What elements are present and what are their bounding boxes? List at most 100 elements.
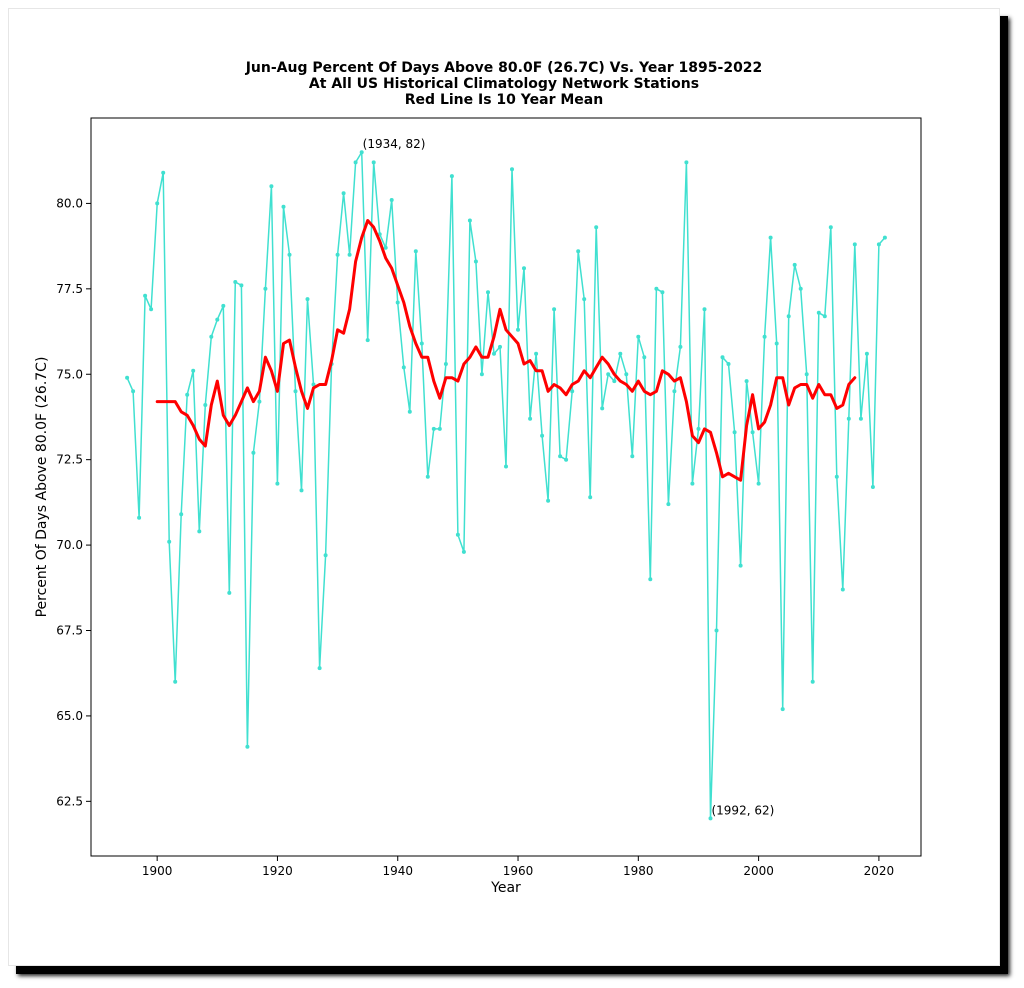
- annual-series-point: [281, 204, 286, 209]
- annual-series-point: [383, 245, 388, 250]
- annual-series-point: [504, 464, 508, 469]
- annual-series-point: [564, 457, 569, 462]
- annual-series-point: [510, 167, 514, 172]
- annual-series-point: [576, 249, 581, 254]
- annual-series-point: [660, 290, 665, 295]
- annual-series-point: [642, 355, 647, 360]
- annual-series-point: [588, 495, 593, 500]
- annual-series-point: [786, 314, 791, 319]
- annual-series-point: [678, 344, 683, 349]
- annual-series-point: [882, 235, 887, 240]
- annual-series-point: [197, 529, 202, 534]
- annual-series-point: [395, 300, 400, 305]
- annual-series-point: [732, 430, 737, 435]
- chart-title-line-2: At All US Historical Climatology Network…: [309, 76, 699, 92]
- annual-series-point: [251, 450, 256, 455]
- annual-series-point: [263, 286, 268, 291]
- annual-series-point: [275, 481, 280, 486]
- annual-series-point: [600, 406, 605, 411]
- line-chart: Jun-Aug Percent Of Days Above 80.0F (26.…: [34, 60, 922, 896]
- annual-series-point: [287, 252, 292, 257]
- annual-series-point: [840, 587, 845, 592]
- annual-series-point: [125, 375, 130, 380]
- y-axis-ticks: 62.5 65.0 67.5 70.0 72.5 75.0 77.5 80.0: [56, 196, 91, 808]
- annual-series-point: [365, 338, 370, 343]
- annual-series-point: [317, 666, 322, 671]
- annual-series-point: [816, 310, 821, 315]
- annual-series-point: [834, 474, 839, 479]
- annual-series-point: [738, 563, 743, 568]
- annual-series-point: [822, 314, 827, 319]
- annual-series-point: [618, 351, 623, 356]
- annual-series-point: [744, 379, 749, 384]
- y-tick-label: 80.0: [56, 196, 83, 210]
- annual-series-point: [750, 430, 755, 435]
- annual-series-point: [486, 290, 490, 295]
- annual-series-point: [209, 334, 214, 339]
- annual-series-point: [858, 416, 863, 421]
- ten-year-mean-line: [155, 219, 857, 482]
- annual-series-point: [570, 389, 575, 394]
- annual-series-point: [257, 399, 262, 404]
- annual-series-point: [498, 344, 502, 349]
- y-tick-label: 62.5: [56, 794, 83, 808]
- annual-series-point: [828, 225, 833, 230]
- annual-series-point: [546, 498, 551, 503]
- x-tick-label: 1940: [382, 864, 413, 878]
- annual-series-point: [311, 382, 316, 387]
- annual-series-point: [179, 512, 184, 517]
- annual-series-point: [467, 218, 472, 223]
- annual-series-point: [594, 225, 599, 230]
- annual-series-point: [347, 252, 352, 257]
- y-tick-label: 72.5: [56, 453, 83, 467]
- annual-series-point: [492, 351, 496, 356]
- y-tick-label: 70.0: [56, 538, 83, 552]
- x-tick-label: 1960: [503, 864, 534, 878]
- annual-series-point: [293, 389, 298, 394]
- annual-series-point: [708, 816, 713, 821]
- annual-series-point: [864, 351, 869, 356]
- annual-series-point: [167, 539, 172, 544]
- annual-series-point: [606, 372, 611, 377]
- chart-title-line-3: Red Line Is 10 Year Mean: [405, 92, 603, 108]
- annual-series-point: [233, 280, 238, 284]
- annual-series-point: [401, 365, 406, 370]
- annual-series-point: [720, 355, 725, 360]
- annual-series-point: [624, 372, 629, 377]
- annual-series-point: [215, 317, 220, 322]
- y-tick-label: 67.5: [56, 624, 83, 638]
- annual-series-point: [431, 426, 436, 431]
- x-tick-label: 2000: [743, 864, 774, 878]
- annotation-label: (1934, 82): [363, 137, 426, 151]
- ten-year-mean-series: [155, 219, 857, 482]
- annual-series-point: [227, 590, 232, 595]
- annual-series-point: [654, 286, 659, 291]
- y-tick-label: 65.0: [56, 709, 83, 723]
- annual-series-point: [696, 426, 701, 431]
- annual-series-point: [155, 201, 160, 206]
- annual-series-point: [455, 532, 460, 537]
- annual-series-point: [203, 403, 208, 407]
- annual-series-point: [774, 341, 779, 346]
- x-tick-label: 1920: [262, 864, 293, 878]
- annual-series-point: [726, 362, 731, 366]
- annual-series-point: [684, 160, 689, 165]
- annual-series-point: [798, 286, 803, 291]
- annual-series-point: [846, 416, 851, 421]
- annual-series-point: [612, 379, 617, 384]
- x-tick-label: 1980: [623, 864, 654, 878]
- annual-series-point: [648, 577, 653, 582]
- chart-title-line-1: Jun-Aug Percent Of Days Above 80.0F (26.…: [245, 60, 763, 76]
- annual-series-point: [245, 744, 250, 749]
- x-axis-label: Year: [490, 880, 521, 896]
- annual-series-point: [540, 433, 545, 438]
- annual-series-point: [479, 372, 484, 377]
- annual-series-point: [852, 242, 857, 247]
- annual-series-point: [672, 389, 677, 394]
- annual-series-point: [335, 252, 340, 257]
- annual-series-point: [810, 679, 815, 684]
- annual-series-point: [756, 481, 761, 486]
- annual-series-point: [131, 389, 136, 394]
- annual-series-point: [269, 184, 274, 189]
- annual-series-point: [630, 454, 635, 459]
